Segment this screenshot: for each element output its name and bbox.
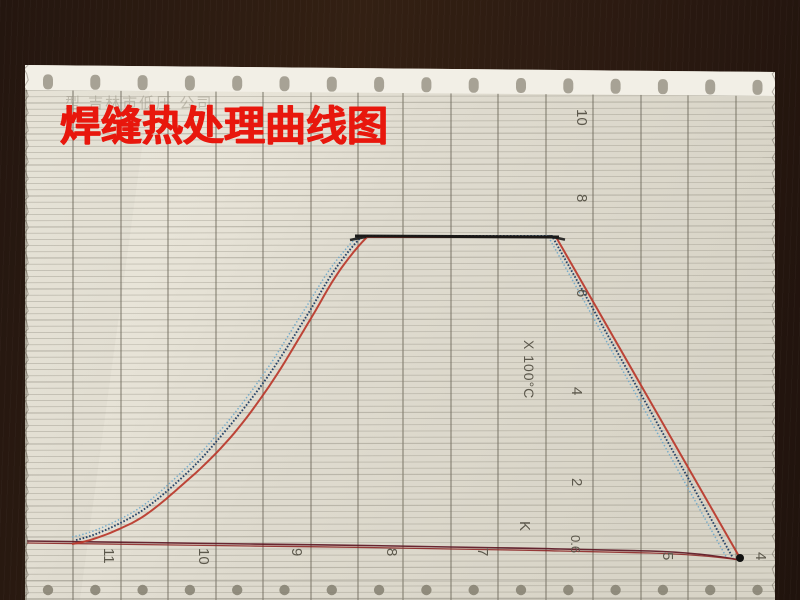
svg-text:7: 7 xyxy=(474,548,491,556)
svg-text:8: 8 xyxy=(383,548,400,556)
svg-text:2: 2 xyxy=(568,478,585,486)
svg-text:0.6: 0.6 xyxy=(568,535,583,553)
svg-text:4: 4 xyxy=(752,552,769,560)
svg-text:11: 11 xyxy=(100,548,117,564)
svg-text:5: 5 xyxy=(659,552,676,560)
svg-text:8: 8 xyxy=(573,194,590,202)
svg-text:4: 4 xyxy=(568,387,585,395)
svg-text:10: 10 xyxy=(573,109,590,126)
svg-text:X 100°C: X 100°C xyxy=(521,340,537,399)
svg-text:9: 9 xyxy=(288,548,305,556)
svg-text:K: K xyxy=(516,521,533,531)
svg-text:10: 10 xyxy=(195,548,212,565)
svg-text:6: 6 xyxy=(573,289,590,297)
